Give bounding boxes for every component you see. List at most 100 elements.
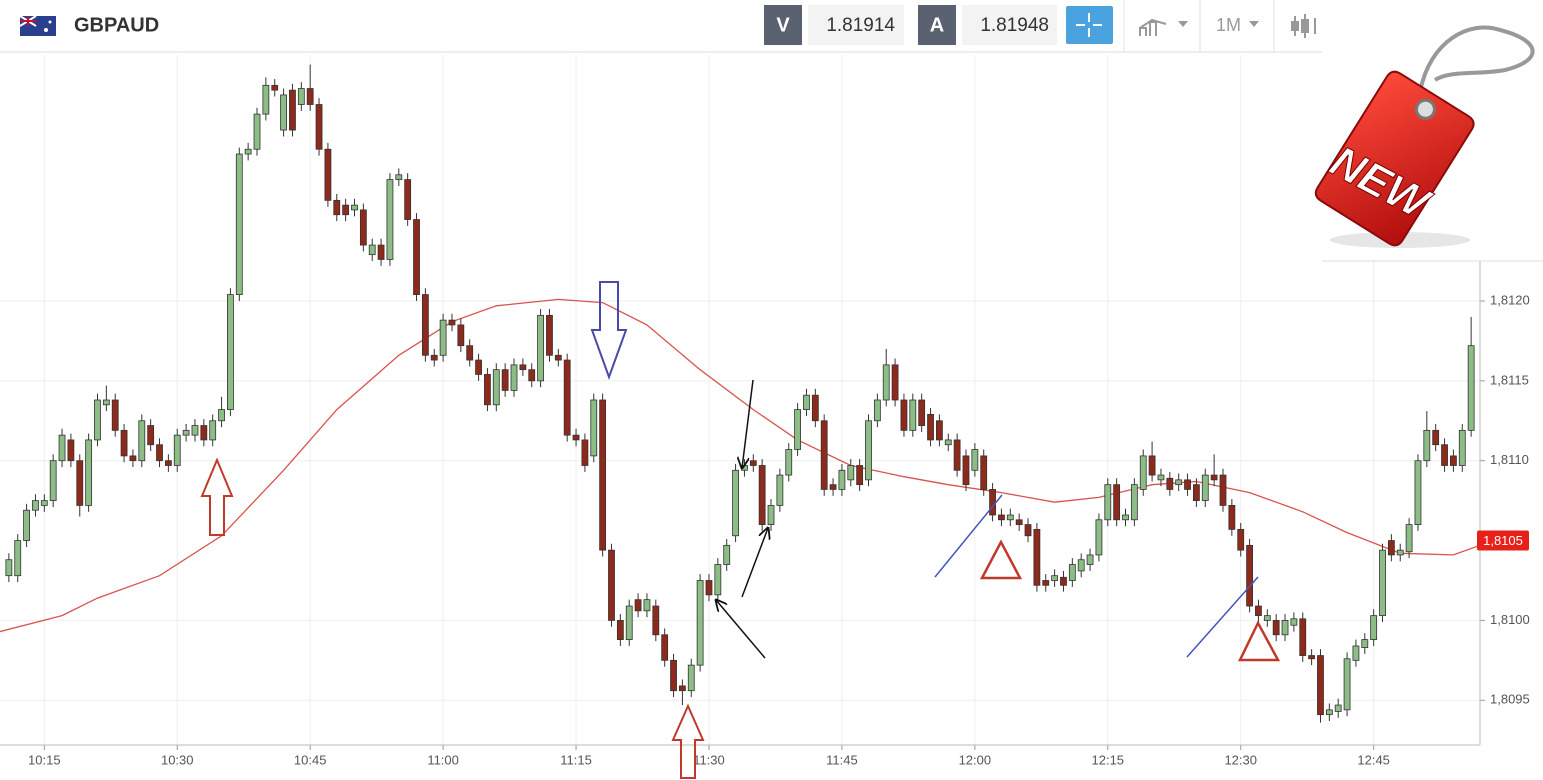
candle-up xyxy=(1396,549,1404,556)
ask-label: A xyxy=(930,14,944,36)
candle-up xyxy=(732,469,739,537)
candle-up xyxy=(873,399,881,422)
candle-down xyxy=(377,244,385,260)
candle-down xyxy=(927,413,934,441)
candle-up xyxy=(882,364,890,401)
candle-up xyxy=(1458,429,1466,466)
candle-down xyxy=(76,460,84,506)
price-tag xyxy=(1477,530,1529,551)
candle-up xyxy=(253,113,261,150)
down-arrow xyxy=(590,281,628,380)
ask-label-box xyxy=(918,5,956,45)
candle-down xyxy=(1042,580,1050,586)
candle-up xyxy=(776,474,784,506)
candle-up xyxy=(297,88,305,105)
candle-down xyxy=(430,354,438,361)
bid-box xyxy=(808,5,904,45)
crosshair-button[interactable] xyxy=(1066,6,1113,44)
candle-down xyxy=(120,429,128,457)
pointer-arrow xyxy=(742,379,754,468)
ask: 1.81948 xyxy=(980,15,1049,36)
up-arrow xyxy=(671,703,705,779)
candle-up xyxy=(244,148,252,155)
x-tick-label: 12:45 xyxy=(1357,752,1390,767)
candle-down xyxy=(111,399,119,431)
up-arrow xyxy=(200,457,234,536)
candle-up xyxy=(1077,559,1085,572)
candle-down xyxy=(404,179,412,220)
candle-up xyxy=(5,559,13,577)
candle-up xyxy=(102,399,110,406)
candle-up xyxy=(235,153,243,295)
candle-down xyxy=(546,314,553,356)
candle-down xyxy=(599,399,607,551)
candle-up xyxy=(1104,484,1112,521)
candle-down xyxy=(1024,524,1032,537)
candle-up xyxy=(1263,615,1271,621)
candle-down xyxy=(1317,655,1324,716)
timeframe[interactable]: 1M xyxy=(1216,15,1241,35)
candle-down xyxy=(129,455,137,462)
candle-down xyxy=(554,354,562,361)
trend-line xyxy=(1186,576,1259,658)
candle-up xyxy=(785,449,793,476)
candle-down xyxy=(856,465,864,486)
candle-up xyxy=(32,500,39,511)
candle-down xyxy=(1228,505,1236,530)
candle-up xyxy=(1157,474,1165,481)
candle-up xyxy=(847,465,855,481)
y-tick-label: 1,8120 xyxy=(1490,292,1530,307)
candle-up xyxy=(794,409,802,450)
candle-down xyxy=(1432,429,1440,446)
candle-down xyxy=(519,364,527,371)
candle-up xyxy=(262,84,270,115)
candle-down xyxy=(528,369,536,382)
candle-up xyxy=(1281,620,1289,636)
candle-up xyxy=(209,420,217,441)
candle-down xyxy=(1237,528,1245,551)
candle-down xyxy=(661,634,669,661)
candle-up xyxy=(1051,575,1059,581)
candle-up xyxy=(1334,704,1342,712)
candle-up xyxy=(1006,514,1014,521)
candle-down xyxy=(1015,519,1023,525)
candle-down xyxy=(1299,618,1307,656)
candle-down xyxy=(1113,484,1121,521)
candle-up xyxy=(368,244,376,256)
candle-down xyxy=(333,199,341,216)
candle-up xyxy=(138,420,146,462)
candle-up xyxy=(58,434,66,462)
candle-up xyxy=(838,469,846,490)
candle-up xyxy=(439,319,447,356)
candle-up xyxy=(14,540,22,577)
candle-down xyxy=(324,148,332,201)
candle-down xyxy=(962,455,970,486)
candle-up xyxy=(492,369,500,406)
bid-label: V xyxy=(776,14,790,36)
candle-up xyxy=(1086,554,1094,565)
candle-up xyxy=(40,500,48,506)
x-tick-label: 10:30 xyxy=(161,752,194,767)
triangle xyxy=(979,539,1023,580)
candle-up xyxy=(1325,709,1333,716)
candle-down xyxy=(421,294,429,356)
trend-line xyxy=(934,494,1003,578)
chart-type-icon[interactable] xyxy=(1139,18,1167,36)
candle-down xyxy=(1246,544,1253,607)
candle-up xyxy=(1361,639,1369,648)
candle-down xyxy=(758,465,766,525)
candle-down xyxy=(608,549,615,621)
pointer-arrow xyxy=(741,528,768,598)
candle-down xyxy=(466,345,474,361)
ask-box xyxy=(962,5,1057,45)
annotations xyxy=(200,281,1281,779)
candle-up xyxy=(1352,645,1360,661)
candle-up xyxy=(1068,564,1076,581)
candle-down xyxy=(1148,455,1156,476)
candle-down xyxy=(829,484,837,490)
candle-down xyxy=(749,460,757,466)
candle-up xyxy=(1122,514,1129,521)
candle-icon-body xyxy=(1291,21,1299,31)
candle-up xyxy=(1379,549,1386,617)
candle-up xyxy=(280,94,287,131)
